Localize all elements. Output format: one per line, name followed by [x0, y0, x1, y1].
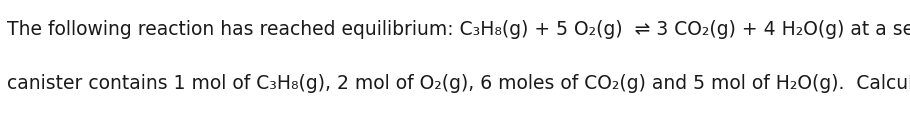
- Text: canister contains 1 mol of C₃H₈(g), 2 mol of O₂(g), 6 moles of CO₂(g) and 5 mol : canister contains 1 mol of C₃H₈(g), 2 mo…: [7, 74, 910, 93]
- Text: The following reaction has reached equilibrium: C₃H₈(g) + 5 O₂(g)  ⇌ 3 CO₂(g) + : The following reaction has reached equil…: [7, 20, 910, 39]
